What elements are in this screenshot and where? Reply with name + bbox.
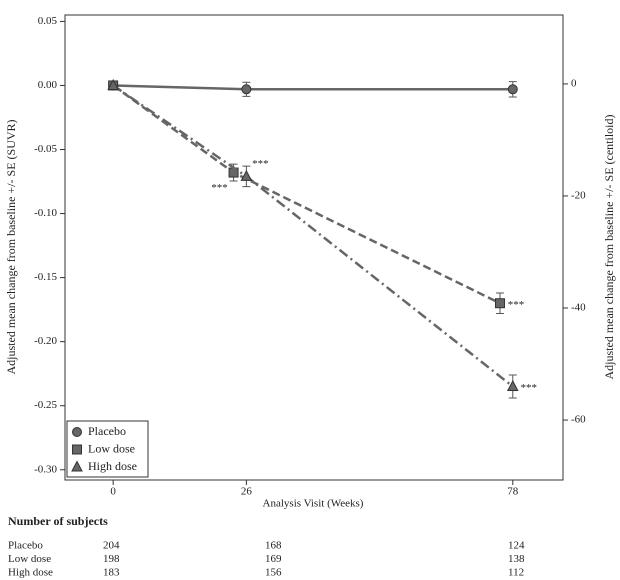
significance-label: ***	[211, 182, 228, 194]
x-tick-label: 26	[241, 486, 253, 498]
table-cell: 183	[103, 567, 120, 579]
table-cell: 169	[265, 553, 282, 565]
significance-label: ***	[252, 158, 269, 170]
table-cell: 124	[508, 540, 525, 552]
legend-label: Low dose	[88, 441, 135, 455]
significance-label: ***	[508, 299, 525, 311]
table-cell: 156	[265, 567, 282, 579]
y-tick-label: -0.20	[34, 335, 57, 347]
y2-tick-label: -20	[571, 189, 586, 201]
series-line	[113, 84, 513, 91]
marker	[240, 169, 253, 181]
y-tick-label: -0.30	[34, 463, 57, 475]
y-tick-label: 0.00	[38, 79, 58, 91]
y2-tick-label: 0	[571, 77, 577, 89]
table-cell: 204	[103, 540, 120, 552]
x-axis-label: Analysis Visit (Weeks)	[263, 498, 364, 510]
marker	[494, 298, 505, 309]
x-tick-label: 78	[507, 486, 519, 498]
x-tick-label: 0	[110, 486, 116, 498]
legend-marker	[71, 460, 83, 472]
y-tick-label: -0.15	[34, 271, 57, 283]
marker	[507, 84, 518, 95]
series-line	[112, 84, 514, 388]
table-title: Number of subjects	[8, 514, 108, 528]
y-tick-label: 0.05	[38, 15, 58, 27]
y-tick-label: -0.25	[34, 399, 57, 411]
marker	[107, 78, 119, 90]
table-row-label: Low dose	[8, 553, 51, 565]
y-tick-label: -0.10	[34, 207, 57, 219]
y2-tick-label: -60	[571, 414, 586, 426]
y2-axis-label: Adjusted mean change from baseline +/- S…	[602, 114, 616, 379]
table-row-label: Placebo	[8, 540, 43, 552]
legend-marker	[72, 444, 82, 455]
legend-marker	[72, 427, 82, 437]
legend-label: Placebo	[88, 424, 126, 438]
series-line	[112, 84, 501, 305]
y2-tick-label: -40	[571, 302, 586, 314]
table-cell: 138	[508, 553, 525, 565]
significance-label: ***	[521, 382, 538, 394]
table-row-label: High dose	[8, 567, 53, 579]
table-cell: 168	[265, 540, 282, 552]
table-cell: 198	[103, 553, 120, 565]
y-axis-label: Adjusted mean change from baseline +/- S…	[4, 119, 18, 374]
marker	[241, 84, 252, 95]
plot-frame	[64, 14, 564, 481]
table-cell: 112	[508, 567, 524, 579]
legend-label: High dose	[88, 459, 137, 473]
marker	[506, 379, 519, 391]
y-tick-label: -0.05	[34, 143, 57, 155]
